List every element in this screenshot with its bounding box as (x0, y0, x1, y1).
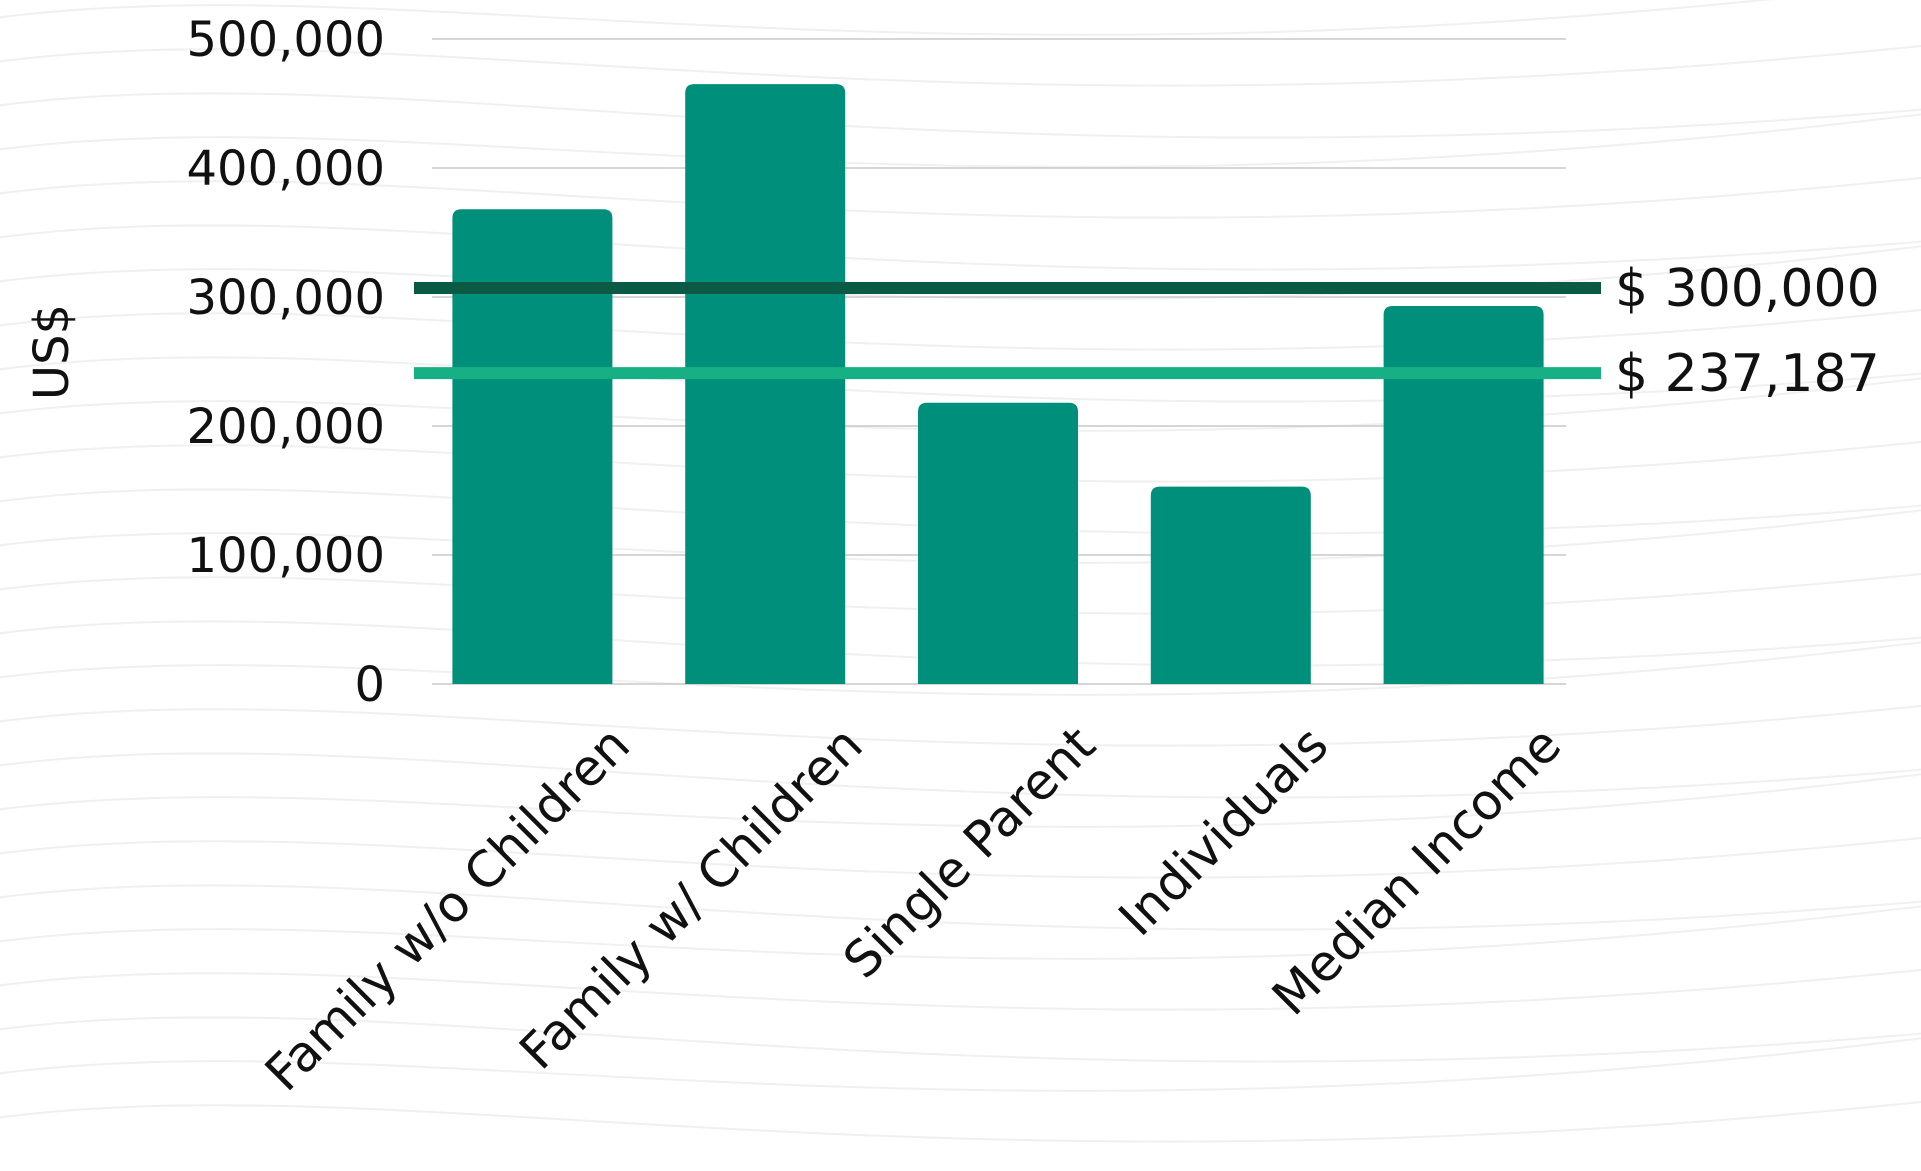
y-axis-label: US$ (24, 304, 80, 400)
reference-line-label: $ 237,187 (1615, 344, 1880, 404)
bar (918, 402, 1078, 684)
reference-line-label: $ 300,000 (1615, 259, 1880, 319)
background-curve (0, 1100, 1921, 1143)
y-axis-tick-labels: 0 100,000 200,000 300,000 400,000 500,000 (187, 12, 386, 713)
background-curve (0, 884, 1921, 931)
x-tick-label: Individuals (1108, 715, 1340, 947)
bar (1383, 306, 1544, 684)
background-curve (0, 752, 1921, 799)
background-curve (0, 92, 1921, 139)
bar (1150, 486, 1311, 684)
y-tick-label: 200,000 (187, 399, 386, 455)
y-tick-label: 300,000 (187, 270, 386, 326)
background-curve (0, 836, 1921, 879)
y-tick-label: 100,000 (187, 528, 386, 584)
y-tick-label: 0 (354, 657, 385, 713)
background-curve (0, 773, 1921, 828)
bar (452, 209, 613, 684)
bar (685, 84, 846, 684)
y-tick-label: 400,000 (187, 141, 386, 197)
background-curve (0, 905, 1921, 960)
background-curve (0, 704, 1921, 747)
bars (452, 84, 1544, 684)
background-curve (0, 0, 1773, 36)
reference-lines: $ 300,000 $ 237,187 (414, 259, 1880, 404)
background-curve (0, 968, 1921, 1011)
y-tick-label: 500,000 (187, 12, 386, 68)
background-curve (0, 1037, 1921, 1092)
background-curve (0, 44, 1921, 87)
background-curve (0, 1016, 1921, 1063)
